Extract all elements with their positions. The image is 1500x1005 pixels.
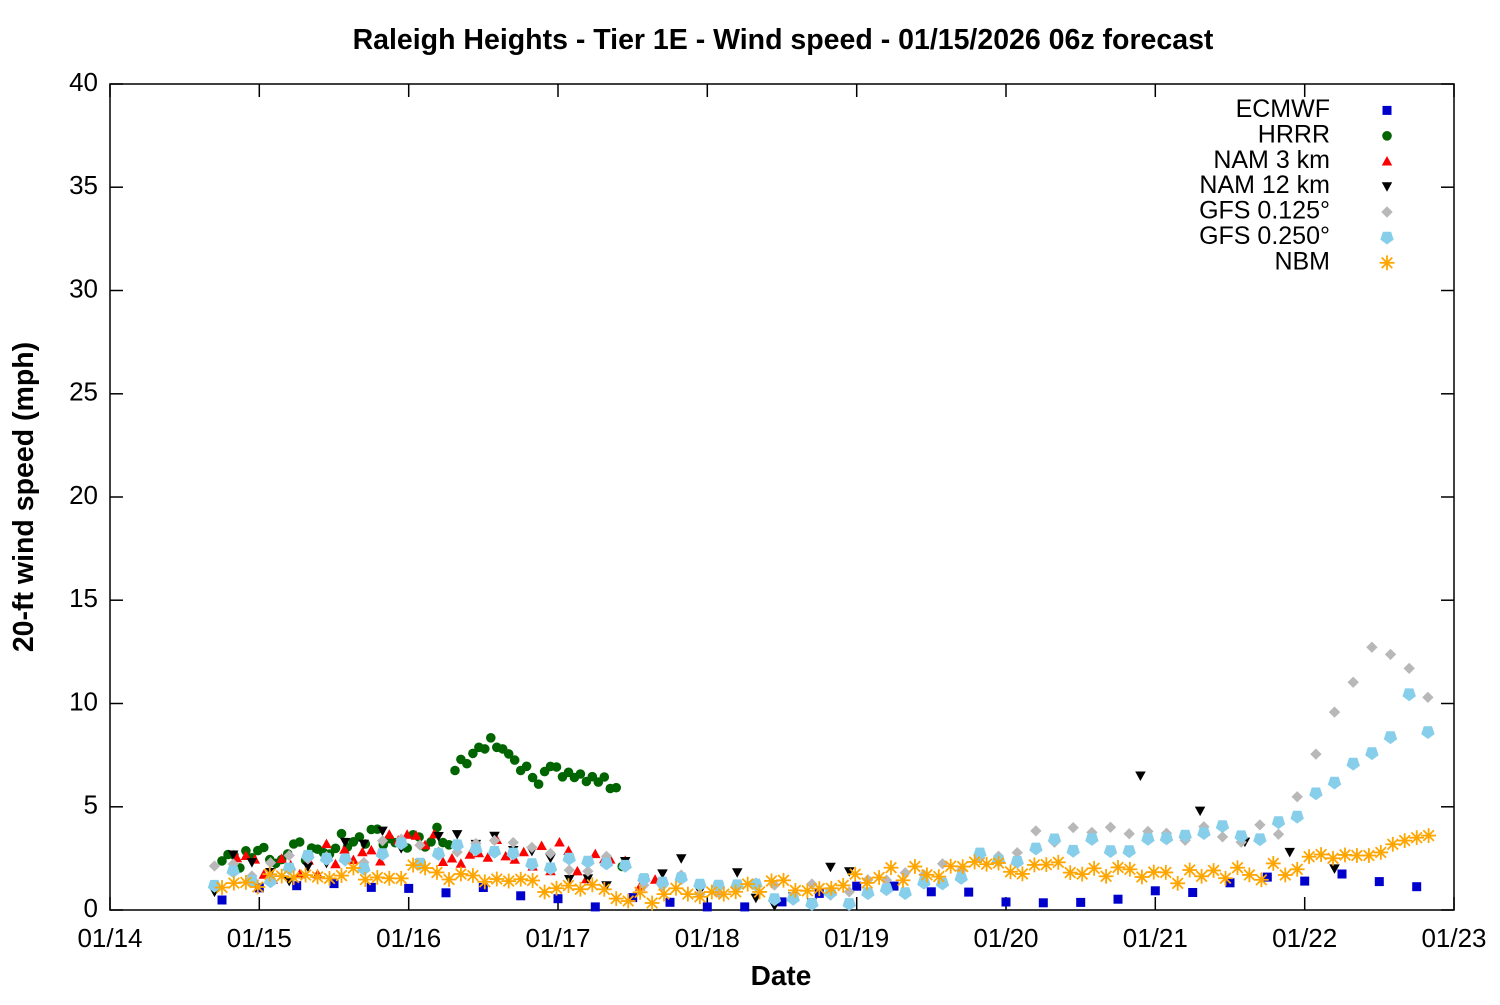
svg-text:30: 30 (69, 273, 98, 303)
svg-text:20-ft wind speed (mph): 20-ft wind speed (mph) (8, 342, 40, 652)
svg-text:01/14: 01/14 (77, 923, 142, 953)
svg-text:Date: Date (751, 960, 812, 991)
svg-text:35: 35 (69, 170, 98, 200)
svg-text:01/18: 01/18 (675, 923, 740, 953)
svg-text:GFS 0.125°: GFS 0.125° (1199, 197, 1330, 225)
svg-text:Raleigh Heights - Tier 1E - Wi: Raleigh Heights - Tier 1E - Wind speed -… (353, 24, 1214, 56)
svg-text:01/20: 01/20 (973, 923, 1038, 953)
svg-text:5: 5 (84, 790, 98, 820)
svg-text:GFS 0.250°: GFS 0.250° (1199, 222, 1330, 250)
svg-text:01/15: 01/15 (227, 923, 292, 953)
svg-text:01/23: 01/23 (1421, 923, 1486, 953)
svg-text:0: 0 (84, 893, 98, 923)
svg-text:40: 40 (69, 67, 98, 97)
svg-text:NAM 12 km: NAM 12 km (1199, 171, 1330, 199)
svg-text:NBM: NBM (1274, 247, 1330, 275)
svg-text:10: 10 (69, 686, 98, 716)
svg-text:ECMWF: ECMWF (1236, 95, 1330, 123)
svg-text:20: 20 (69, 480, 98, 510)
svg-text:25: 25 (69, 377, 98, 407)
svg-text:01/17: 01/17 (525, 923, 590, 953)
svg-text:01/19: 01/19 (824, 923, 889, 953)
svg-text:HRRR: HRRR (1258, 120, 1330, 148)
svg-text:NAM 3 km: NAM 3 km (1213, 146, 1330, 174)
svg-text:01/16: 01/16 (376, 923, 441, 953)
svg-text:01/21: 01/21 (1123, 923, 1188, 953)
svg-text:15: 15 (69, 583, 98, 613)
svg-text:01/22: 01/22 (1272, 923, 1337, 953)
